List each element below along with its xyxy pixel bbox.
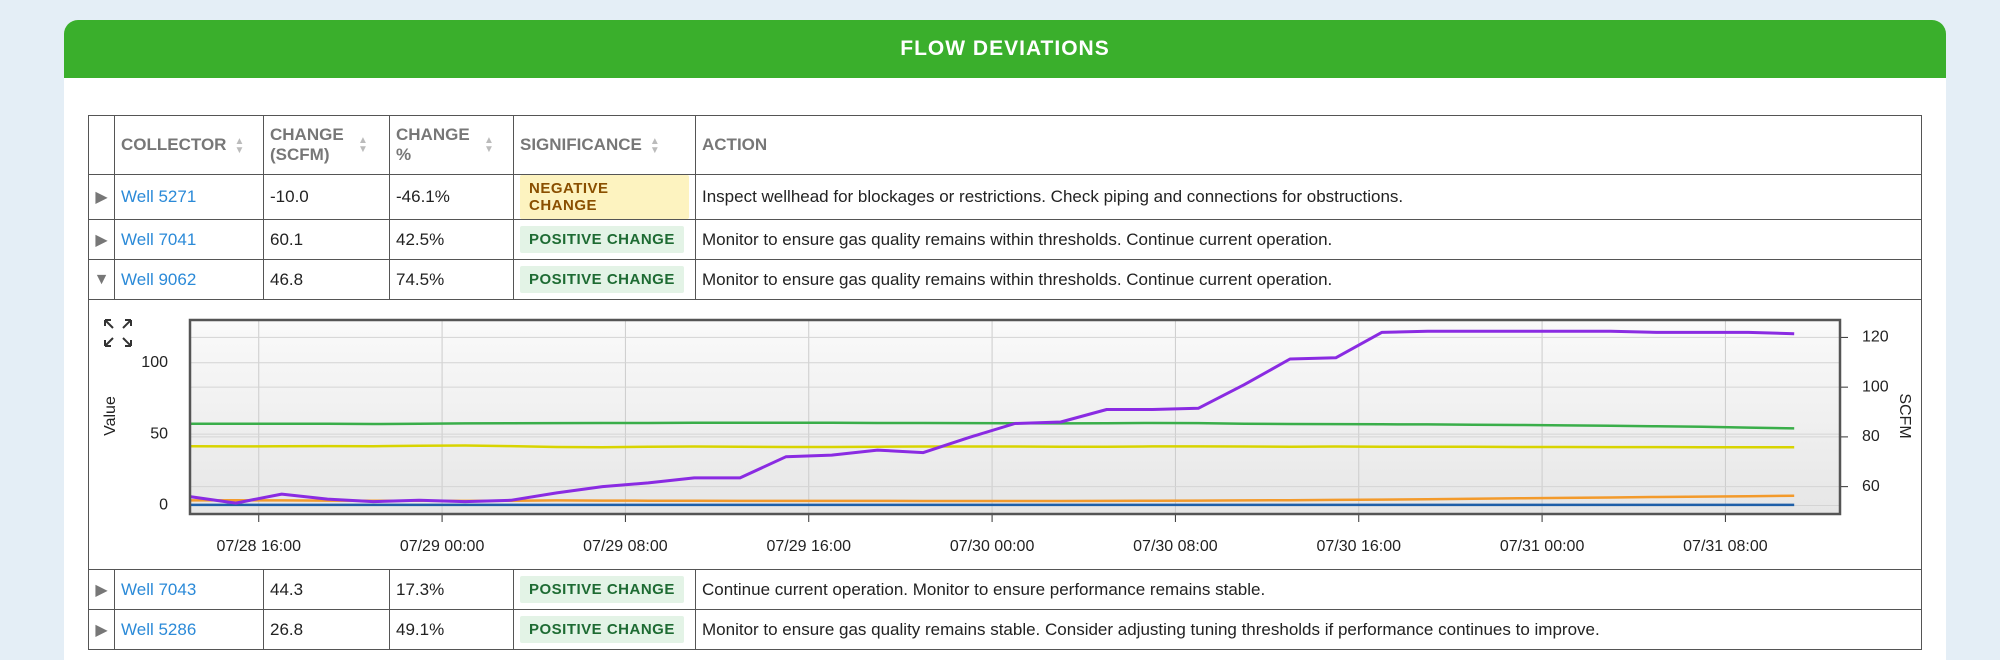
page: FLOW DEVIATIONS COLLECTOR ▲ ▼ CHANGE (SCFM…: [64, 20, 1946, 660]
collector-link[interactable]: Well 9062: [121, 269, 197, 289]
table-row: ▼ Well 9062 46.8 74.5% POSITIVE CHANGE Monito…: [88, 259, 1922, 300]
expand-toggle[interactable]: ▼: [88, 259, 115, 300]
collector-link[interactable]: Well 7041: [121, 229, 197, 249]
x-tick-label: 07/31 00:00: [1500, 538, 1585, 555]
change-scfm-cell: 44.3: [263, 569, 390, 610]
significance-badge: NEGATIVE CHANGE: [520, 175, 689, 219]
panel-title: FLOW DEVIATIONS: [64, 20, 1946, 78]
x-tick-label: 07/29 08:00: [583, 538, 668, 555]
significance-cell: POSITIVE CHANGE: [513, 219, 696, 260]
significance-cell: POSITIVE CHANGE: [513, 609, 696, 650]
series-line: [189, 329, 1795, 505]
y-tick-label: 50: [150, 425, 168, 442]
change-pct-cell: -46.1%: [389, 174, 514, 220]
chart-cell: 07/28 16:00 07/29 00:00 07/29 08:00 07/29 1…: [88, 299, 1922, 570]
x-tick-label: 07/30 08:00: [1133, 538, 1218, 555]
significance-badge: POSITIVE CHANGE: [520, 576, 684, 603]
y2-tick-label: 60: [1862, 478, 1880, 495]
x-tick-label: 07/31 08:00: [1683, 538, 1768, 555]
change-scfm-cell: 60.1: [263, 219, 390, 260]
sort-icon[interactable]: ▲ ▼: [484, 135, 494, 155]
significance-cell: POSITIVE CHANGE: [513, 569, 696, 610]
header-text: SIGNIFICANCE: [520, 135, 642, 154]
expand-toggle[interactable]: ▶: [88, 174, 115, 220]
toggle-header: [88, 115, 115, 175]
action-cell: Monitor to ensure gas quality remains wi…: [695, 219, 1922, 260]
sort-icon[interactable]: ▲ ▼: [649, 135, 660, 156]
header-text: CHANGE %: [396, 125, 470, 164]
expand-icon[interactable]: [104, 319, 132, 347]
y-tick-label: 100: [141, 354, 168, 371]
series-line: [190, 421, 1795, 430]
header-text: ACTION: [702, 135, 768, 154]
collector-link[interactable]: Well 5286: [121, 619, 197, 639]
collector-link[interactable]: Well 5271: [121, 187, 197, 206]
x-tick-label: 07/29 16:00: [766, 538, 851, 555]
series-line: [189, 444, 1795, 449]
x-tick-label: 07/28 16:00: [216, 538, 301, 555]
plot-border: [188, 318, 1842, 516]
column-header[interactable]: CHANGE (SCFM) ▲ ▼: [263, 115, 390, 175]
column-header: ACTION: [695, 115, 1922, 175]
header-text: COLLECTOR: [121, 135, 227, 154]
significance-badge: POSITIVE CHANGE: [520, 616, 684, 643]
change-pct-cell: 74.5%: [389, 259, 514, 300]
x-tick-label: 07/30 00:00: [950, 538, 1035, 555]
column-header[interactable]: COLLECTOR ▲ ▼: [114, 115, 264, 175]
expand-toggle[interactable]: ▶: [88, 219, 115, 260]
column-header[interactable]: CHANGE % ▲ ▼: [389, 115, 514, 175]
expand-toggle[interactable]: ▶: [88, 569, 115, 610]
collector-cell: Well 5286: [114, 609, 264, 650]
change-pct-cell: 17.3%: [389, 569, 514, 610]
action-cell: Monitor to ensure gas quality remains st…: [695, 609, 1922, 650]
significance-badge: POSITIVE CHANGE: [520, 226, 684, 253]
action-cell: Continue current operation. Monitor to e…: [695, 569, 1922, 610]
table-row: ▶ Well 7041 60.1 42.5% POSITIVE CHANGE Monito…: [88, 219, 1922, 260]
plot-background: [190, 320, 1840, 514]
y2-axis-label: SCFM: [1896, 393, 1913, 438]
sort-icon[interactable]: ▲ ▼: [358, 135, 368, 155]
collector-link[interactable]: Well 7043: [121, 579, 197, 599]
action-cell: Inspect wellhead for blockages or restri…: [695, 174, 1922, 220]
y2-tick-label: 120: [1862, 329, 1889, 346]
panel: FLOW DEVIATIONS COLLECTOR ▲ ▼ CHANGE (SCFM…: [64, 20, 1946, 660]
significance-cell: POSITIVE CHANGE: [513, 259, 696, 300]
change-scfm-cell: 46.8: [263, 259, 390, 300]
collector-cell: Well 9062: [114, 259, 264, 300]
change-pct-cell: 42.5%: [389, 219, 514, 260]
table-row: ▶ Well 7043 44.3 17.3% POSITIVE CHANGE Contin…: [88, 569, 1922, 610]
y2-tick-label: 80: [1862, 428, 1880, 445]
header-row: COLLECTOR ▲ ▼ CHANGE (SCFM) ▲ ▼ CHANGE % ▲ ▼ S…: [88, 115, 1922, 175]
y2-tick-label: 100: [1862, 378, 1889, 395]
y-tick-label: 0: [159, 497, 168, 514]
x-tick-label: 07/30 16:00: [1316, 538, 1401, 555]
collector-cell: Well 7043: [114, 569, 264, 610]
expand-toggle[interactable]: ▶: [88, 609, 115, 650]
collector-cell: Well 7041: [114, 219, 264, 260]
change-pct-cell: 49.1%: [389, 609, 514, 650]
x-tick-label: 07/29 00:00: [400, 538, 485, 555]
collector-cell: Well 5271: [114, 174, 264, 220]
y-axis-label: Value: [102, 396, 119, 436]
table-row: ▶ Well 5271 -10.0 -46.1% NEGATIVE CHANGE Insp…: [88, 174, 1922, 220]
change-scfm-cell: 26.8: [263, 609, 390, 650]
deviations-table: COLLECTOR ▲ ▼ CHANGE (SCFM) ▲ ▼ CHANGE % ▲ ▼ S…: [88, 115, 1922, 650]
table-body: ▶ Well 5271 -10.0 -46.1% NEGATIVE CHANGE Insp…: [88, 174, 1922, 650]
header-text: CHANGE (SCFM): [270, 125, 344, 164]
sort-icon[interactable]: ▲ ▼: [234, 135, 245, 156]
significance-badge: POSITIVE CHANGE: [520, 266, 684, 293]
chart: 07/28 16:00 07/29 00:00 07/29 08:00 07/29 1…: [102, 318, 1913, 555]
change-scfm-cell: -10.0: [263, 174, 390, 220]
action-cell: Monitor to ensure gas quality remains wi…: [695, 259, 1922, 300]
column-header[interactable]: SIGNIFICANCE ▲ ▼: [513, 115, 696, 175]
significance-cell: NEGATIVE CHANGE: [513, 174, 696, 220]
chart-row: 07/28 16:00 07/29 00:00 07/29 08:00 07/29 1…: [88, 299, 1922, 570]
table-row: ▶ Well 5286 26.8 49.1% POSITIVE CHANGE Monito…: [88, 609, 1922, 650]
